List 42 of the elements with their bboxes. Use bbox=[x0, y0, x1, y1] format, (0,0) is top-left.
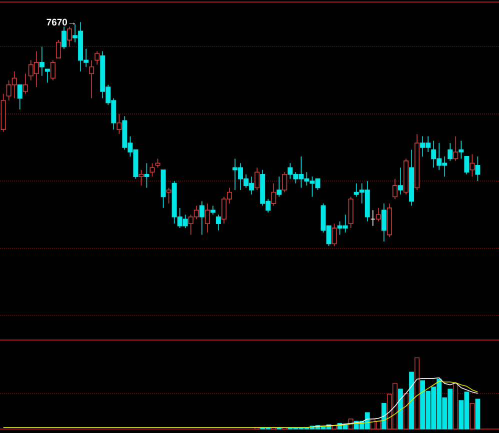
candlestick bbox=[138, 169, 144, 186]
bar bbox=[470, 403, 475, 430]
candlestick bbox=[464, 156, 470, 175]
candlestick bbox=[44, 68, 50, 83]
candlestick bbox=[67, 26, 72, 48]
candlestick bbox=[271, 182, 276, 206]
candlestick bbox=[453, 136, 458, 162]
candlestick bbox=[282, 172, 288, 193]
candlestick bbox=[89, 60, 94, 99]
bar bbox=[453, 383, 458, 430]
candlestick bbox=[254, 167, 260, 190]
candlestick bbox=[216, 214, 221, 231]
candlestick bbox=[150, 162, 155, 177]
candlestick bbox=[204, 203, 210, 233]
candlestick bbox=[144, 162, 150, 188]
bar bbox=[409, 372, 414, 430]
bar bbox=[475, 398, 480, 430]
candlestick bbox=[448, 142, 453, 162]
candlestick bbox=[39, 46, 44, 76]
candlestick bbox=[376, 208, 381, 222]
bar bbox=[398, 388, 403, 430]
bar bbox=[381, 403, 386, 430]
candlestick bbox=[50, 60, 56, 81]
candlestick bbox=[470, 154, 475, 177]
candlestick bbox=[61, 26, 66, 50]
candlestick bbox=[381, 203, 386, 242]
candlestick bbox=[22, 73, 28, 94]
candlestick bbox=[392, 178, 398, 200]
candlestick bbox=[166, 187, 172, 204]
bar bbox=[404, 393, 408, 430]
annotation: 7670→ bbox=[46, 18, 75, 26]
candlestick bbox=[276, 176, 282, 198]
bar bbox=[414, 357, 420, 430]
candlestick bbox=[475, 156, 480, 182]
candlestick bbox=[94, 50, 100, 66]
candlestick bbox=[458, 140, 464, 160]
candlestick bbox=[56, 40, 61, 58]
candlestick bbox=[398, 167, 403, 195]
candlestick bbox=[332, 223, 337, 246]
candlestick bbox=[199, 200, 204, 236]
candlestick bbox=[17, 84, 22, 110]
candlestick bbox=[116, 114, 122, 134]
